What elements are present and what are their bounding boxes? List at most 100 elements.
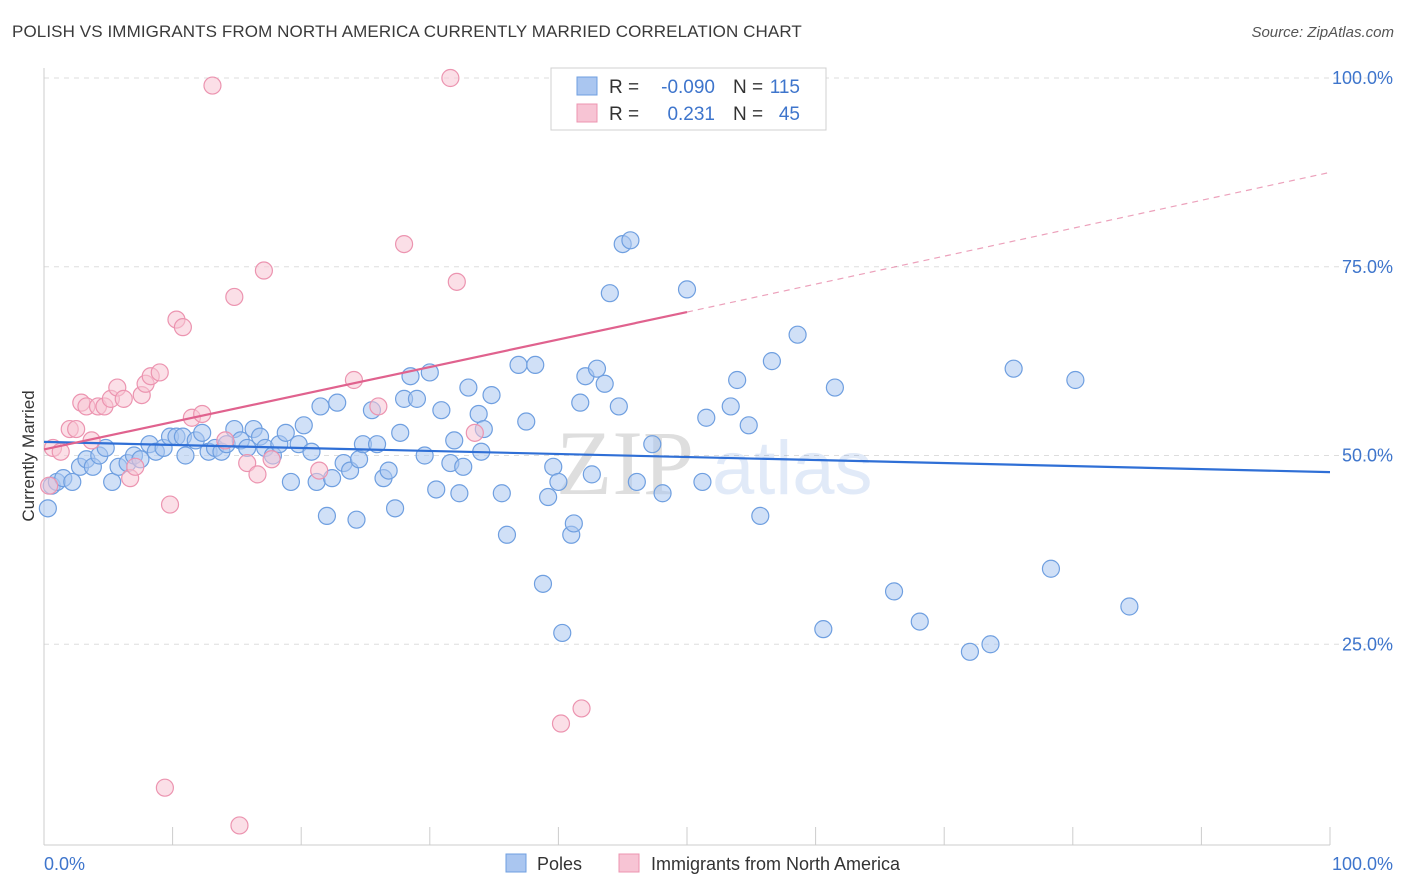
poles-point-111 — [981, 635, 1000, 654]
poles-point-62 — [427, 480, 446, 499]
immigrants-point-30 — [248, 465, 267, 484]
poles-point-65 — [445, 431, 464, 450]
poles-point-95 — [643, 435, 662, 454]
poles-point-67 — [454, 457, 473, 476]
poles-point-68 — [459, 378, 478, 397]
legend-r-value-poles: -0.090 — [661, 77, 715, 98]
poles-point-110 — [960, 642, 980, 661]
immigrants-point-37 — [441, 68, 460, 88]
legend-n-label-immigrants: N = — [733, 104, 763, 125]
poles-point-105 — [788, 325, 807, 344]
poles-point-10 — [103, 472, 122, 492]
legend-swatch-immigrants — [576, 103, 598, 123]
poles-point-48 — [347, 510, 366, 529]
poles-point-37 — [281, 472, 301, 492]
poles-point-0 — [38, 499, 57, 518]
poles-point-85 — [571, 393, 590, 412]
poles-point-60 — [415, 446, 434, 465]
trend-lines — [43, 171, 1331, 474]
legend-n-value-poles: 115 — [770, 77, 800, 98]
poles-point-43 — [317, 506, 337, 526]
immigrants-point-20 — [160, 495, 180, 514]
x-tick-label-min: 0.0% — [44, 854, 85, 874]
legend-n-label-poles: N = — [733, 77, 763, 98]
immigrants-point-19 — [155, 778, 174, 797]
poles-point-109 — [910, 612, 929, 631]
poles-point-101 — [728, 370, 747, 390]
poles-point-78 — [533, 574, 553, 593]
legend-r-value-immigrants: 0.231 — [667, 104, 715, 125]
immigrants-point-32 — [262, 450, 281, 469]
immigrants-point-12 — [114, 389, 133, 408]
poles-point-99 — [697, 408, 716, 427]
poles-point-84 — [564, 514, 583, 533]
immigrants-point-22 — [173, 318, 192, 337]
poles-point-91 — [609, 397, 628, 416]
poles-point-75 — [509, 355, 528, 374]
poles-point-59 — [407, 389, 427, 408]
poles-point-42 — [311, 397, 330, 416]
immigrants-point-28 — [230, 816, 249, 835]
immigrants-point-18 — [150, 363, 169, 382]
legend-bottom: Poles Immigrants from North America — [505, 853, 901, 874]
watermark-zip: ZIP — [556, 412, 694, 514]
immigrants-point-39 — [465, 423, 484, 442]
poles-point-79 — [539, 487, 558, 507]
y-tick-labels: 25.0% 50.0% 75.0% 100.0% — [1332, 68, 1393, 654]
poles-point-49 — [349, 450, 369, 469]
poles-point-108 — [884, 582, 904, 601]
immigrants-point-27 — [225, 287, 244, 307]
poles-point-40 — [302, 442, 321, 461]
y-tick-label-50: 50.0% — [1342, 446, 1393, 466]
poles-point-80 — [544, 457, 563, 476]
trend-line-poles — [43, 440, 1331, 474]
poles-point-56 — [391, 423, 410, 442]
immigrants-point-38 — [447, 272, 466, 291]
gridlines — [44, 77, 1393, 645]
poles-point-36 — [276, 423, 295, 442]
legend-n-value-immigrants: 45 — [779, 104, 800, 125]
legend-r-label-poles: R = — [609, 77, 639, 98]
chart-title: POLISH VS IMMIGRANTS FROM NORTH AMERICA … — [12, 22, 802, 41]
chart-source: Source: ZipAtlas.com — [1251, 24, 1394, 41]
poles-point-82 — [553, 623, 572, 643]
immigrants-point-36 — [394, 235, 414, 254]
x-tick-label-max: 100.0% — [1332, 854, 1393, 874]
poles-point-54 — [379, 461, 398, 480]
poles-point-76 — [517, 412, 536, 431]
legend-swatch-poles — [576, 76, 598, 96]
poles-point-52 — [367, 435, 387, 454]
poles-point-72 — [482, 386, 501, 405]
trend-line-immigrants — [43, 310, 688, 451]
poles-point-89 — [595, 374, 614, 393]
immigrants-point-26 — [216, 431, 235, 450]
series-immigrants — [40, 68, 699, 835]
poles-point-113 — [1041, 559, 1061, 578]
legend-top: R = -0.090 N = 115 R = 0.231 N = 45 — [550, 67, 827, 131]
poles-point-21 — [176, 446, 195, 465]
poles-point-73 — [492, 484, 511, 503]
poles-point-114 — [1066, 370, 1085, 390]
watermark-atlas: atlas — [712, 426, 873, 511]
poles-point-100 — [721, 397, 740, 416]
y-tick-label-100: 100.0% — [1332, 68, 1393, 88]
poles-point-93 — [621, 231, 640, 250]
poles-point-66 — [450, 484, 469, 503]
immigrants-point-41 — [572, 699, 591, 718]
immigrants-point-31 — [254, 261, 274, 280]
poles-point-69 — [469, 404, 488, 424]
immigrants-point-40 — [551, 714, 571, 733]
poles-point-87 — [582, 465, 601, 484]
immigrants-point-4 — [67, 419, 86, 439]
poles-point-88 — [587, 359, 607, 378]
legend-bottom-swatch-immigrants — [618, 853, 640, 873]
poles-point-96 — [653, 484, 672, 503]
y-tick-label-25: 25.0% — [1342, 634, 1393, 654]
y-axis-label: Currently Married — [19, 390, 38, 521]
immigrants-point-14 — [126, 457, 145, 476]
poles-point-77 — [526, 355, 545, 374]
legend-bottom-swatch-poles — [505, 853, 527, 873]
poles-point-81 — [549, 472, 568, 492]
legend-bottom-label-immigrants: Immigrants from North America — [651, 854, 901, 874]
